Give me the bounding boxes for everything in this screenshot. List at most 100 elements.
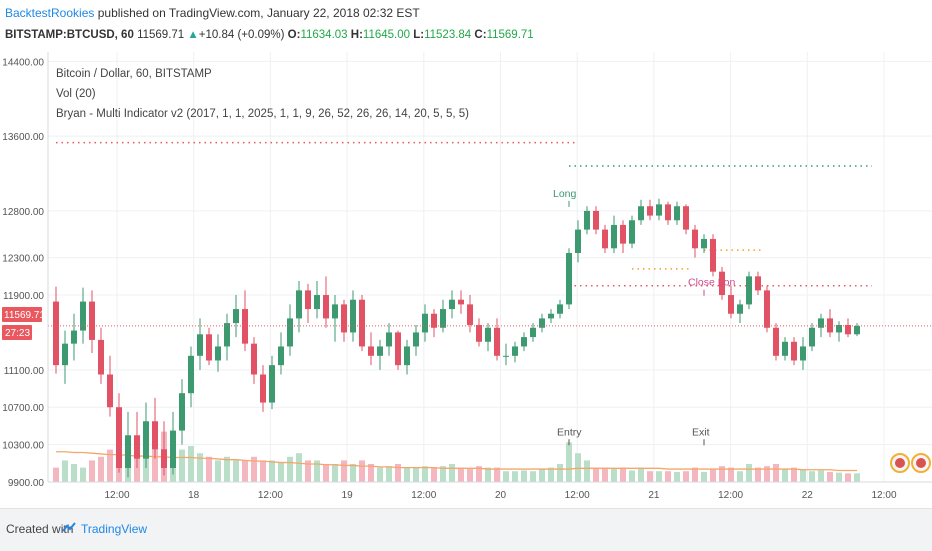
volume-bar	[224, 456, 230, 482]
volume-bar	[629, 470, 635, 482]
candle-up	[179, 393, 185, 431]
volume-bar	[359, 460, 365, 482]
last-price-badge-bg	[2, 307, 42, 322]
high-value: 11645.00	[362, 29, 411, 41]
volume-bar	[251, 456, 257, 482]
volume-bar	[467, 469, 473, 482]
author-link[interactable]: BacktestRookies	[5, 6, 95, 20]
y-tick-label: 11900.00	[3, 291, 44, 302]
volume-bar	[53, 467, 59, 482]
legend-volume[interactable]: Vol (20)	[56, 88, 96, 100]
candle-down	[755, 276, 761, 291]
legend-indicator[interactable]: Bryan - Multi Indicator v2 (2017, 1, 1, …	[56, 108, 469, 120]
x-tick-label: 18	[188, 490, 200, 501]
last-price-badge: 11569.71 27:23	[2, 307, 45, 340]
candle-down	[692, 229, 698, 249]
volume-bar	[548, 467, 554, 482]
candle-down	[107, 374, 113, 408]
candle-down	[89, 301, 95, 340]
volume-bar	[440, 466, 446, 482]
candle-down	[458, 299, 464, 305]
volume-bar	[611, 469, 617, 482]
volume-bar	[809, 471, 815, 482]
x-axis[interactable]: 12:00 18 12:00 19 12:00 20 12:00 21 12:00 22 12:00	[104, 490, 896, 501]
candle-down	[116, 407, 122, 468]
volume-bar	[80, 467, 86, 482]
last-price: 11569.71	[137, 29, 185, 41]
tradingview-logo-icon	[62, 522, 76, 532]
close-label: C:	[474, 29, 487, 41]
event-flags[interactable]	[890, 453, 931, 473]
y-tick-label: 10300.00	[2, 441, 44, 452]
candle-up	[629, 220, 635, 244]
candle-up	[350, 299, 356, 333]
candle-down	[476, 324, 482, 342]
volume-bar	[665, 471, 671, 482]
volume-bar	[494, 467, 500, 482]
candle-up	[521, 337, 527, 347]
volume-bar	[485, 467, 491, 482]
volume-bar	[719, 466, 725, 482]
candle-up	[674, 206, 680, 221]
candle-up	[278, 346, 284, 366]
y-axis[interactable]: 14400.00 13600.00 12800.00 12300.00 11900.00…	[2, 57, 44, 489]
y-tick-label: 9900.00	[8, 478, 45, 489]
volume-bar	[431, 467, 437, 482]
candle-down	[710, 238, 716, 272]
up-arrow-icon: ▲	[187, 29, 199, 41]
volume-bar	[71, 464, 77, 482]
legend-symbol[interactable]: Bitcoin / Dollar, 60, BITSTAMP	[56, 68, 212, 80]
x-tick-label: 12:00	[411, 490, 436, 501]
candle-up	[449, 299, 455, 310]
y-tick-label: 10700.00	[2, 403, 44, 414]
volume-bar	[404, 467, 410, 482]
candle-up	[485, 327, 491, 342]
volume-bar	[305, 460, 311, 482]
candle-up	[80, 301, 86, 331]
volume-ma-line	[56, 451, 857, 472]
low-value: 11523.84	[424, 29, 472, 41]
volume-bar	[521, 470, 527, 482]
candle-up	[188, 355, 194, 394]
volume-bar	[413, 467, 419, 482]
candle-down	[341, 304, 347, 333]
candle-down	[773, 327, 779, 356]
created-with-text: Created with	[6, 522, 74, 536]
volume-bar	[764, 466, 770, 482]
tradingview-link[interactable]: TradingView	[81, 522, 148, 536]
volume-bar	[395, 464, 401, 482]
candle-down	[323, 295, 329, 319]
volume-bar	[692, 467, 698, 482]
candle-down	[665, 204, 671, 221]
volume-bar	[323, 464, 329, 482]
volume-bar	[188, 446, 194, 482]
x-tick-label: 22	[802, 490, 814, 501]
volume-bar	[674, 471, 680, 482]
candle-down	[494, 327, 500, 356]
symbol-label[interactable]: BITSTAMP:BTCUSD, 60	[5, 29, 134, 41]
volume-bar	[89, 460, 95, 482]
y-tick-label: 13600.00	[2, 132, 44, 143]
x-tick-label: 12:00	[871, 490, 896, 501]
volume-bar	[854, 473, 860, 482]
volume-bar	[215, 460, 221, 482]
footer-bar: Created with TradingView	[0, 508, 932, 551]
volume-bar	[197, 453, 203, 482]
publish-text: published on TradingView.com, January 22…	[97, 6, 420, 20]
entry-marker-label: Entry	[557, 426, 582, 438]
x-tick-label: 12:00	[258, 490, 283, 501]
candle-up	[701, 238, 707, 249]
volume-bar	[233, 460, 239, 482]
volume-bar	[737, 471, 743, 482]
volume-bar	[728, 467, 734, 482]
volume-bar	[287, 456, 293, 482]
y-tick-label: 14400.00	[2, 57, 44, 68]
open-value: 11634.03	[300, 29, 348, 41]
high-label: H:	[350, 29, 363, 41]
volume-bar	[584, 460, 590, 482]
volume-bar	[755, 467, 761, 482]
candle-up	[530, 327, 536, 338]
candle-up	[566, 252, 572, 305]
volume-bar	[332, 464, 338, 482]
